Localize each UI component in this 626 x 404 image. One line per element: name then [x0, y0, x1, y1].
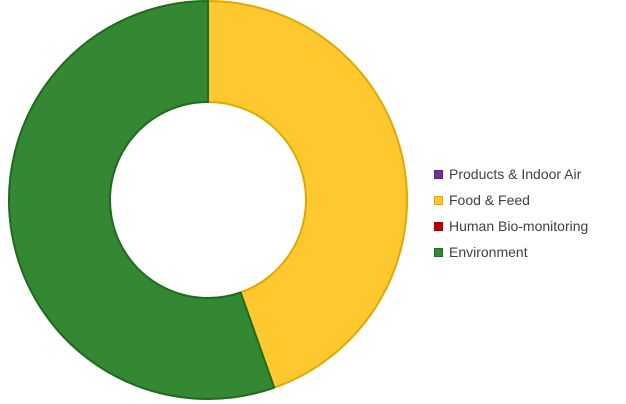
- legend-swatch: [434, 221, 443, 231]
- legend-item: Products & Indoor Air: [434, 161, 588, 187]
- legend-item: Food & Feed: [434, 187, 588, 213]
- doughnut-slice-food-feed: [207, 0, 408, 389]
- legend-swatch: [434, 169, 443, 179]
- legend-item: Human Bio-monitoring: [434, 213, 588, 239]
- legend-label: Human Bio-monitoring: [449, 218, 589, 234]
- legend-item: Environment: [434, 239, 588, 265]
- legend-swatch: [434, 195, 443, 205]
- legend-label: Products & Indoor Air: [449, 166, 582, 182]
- doughnut-slice-environment: [8, 0, 276, 400]
- legend-swatch: [434, 247, 443, 257]
- legend-label: Food & Feed: [449, 192, 530, 208]
- legend-label: Environment: [449, 244, 528, 260]
- chart-legend: Products & Indoor Air Food & Feed Human Bi…: [434, 161, 588, 265]
